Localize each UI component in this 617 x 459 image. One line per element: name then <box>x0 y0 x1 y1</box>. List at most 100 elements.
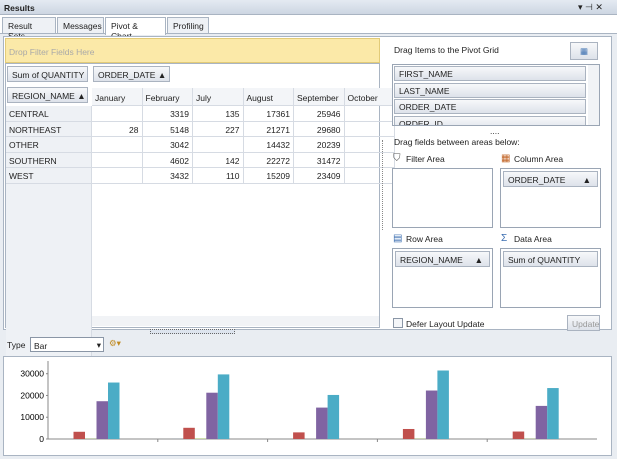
horizontal-scrollbar[interactable] <box>92 316 379 326</box>
type-combobox[interactable]: Bar▾ <box>30 337 104 352</box>
cell: 5148 <box>143 122 194 138</box>
row-header: WEST <box>6 168 92 184</box>
area-icon: Σ <box>501 233 507 244</box>
field-label: ORDER_DATE <box>98 70 155 80</box>
bar <box>218 374 230 439</box>
bar <box>74 432 86 439</box>
cell <box>345 137 396 153</box>
field-item[interactable]: LAST_NAME <box>394 83 586 98</box>
tab[interactable]: Pivot & Chart <box>105 17 166 35</box>
defer-checkbox[interactable] <box>393 318 403 328</box>
cell <box>92 137 143 153</box>
cell: 14432 <box>244 137 295 153</box>
layout-button[interactable]: ▦ <box>570 42 598 60</box>
areas-hint: Drag fields between areas below: <box>394 137 520 147</box>
field-list: FIRST_NAME LAST_NAMEORDER_DATE ORDER_ID <box>392 64 600 126</box>
tab[interactable]: Result Sets <box>2 17 56 33</box>
column-header: July <box>193 88 244 106</box>
row-header: CENTRAL <box>6 106 92 122</box>
resize-grip[interactable]: .... <box>490 126 499 136</box>
row-header: OTHER <box>6 137 92 153</box>
area-field[interactable]: Sum of QUANTITY <box>503 251 598 267</box>
area-title: Row Area <box>406 234 443 244</box>
cell: 4602 <box>143 153 194 169</box>
scrollbar <box>588 65 599 125</box>
area-title: Column Area <box>514 154 563 164</box>
column-header: October <box>345 88 396 106</box>
row-field-button[interactable]: REGION_NAME ▲ <box>7 87 88 103</box>
field-item[interactable]: ORDER_ID <box>394 116 586 127</box>
y-tick-label: 20000 <box>20 390 44 400</box>
bar <box>328 395 340 439</box>
area-icon: ▤ <box>393 233 402 244</box>
chart-splitter[interactable] <box>150 329 235 334</box>
window-title: Results <box>4 3 35 13</box>
y-tick-label: 30000 <box>20 369 44 379</box>
bar <box>536 406 548 439</box>
filter-drop-zone[interactable]: Drop Filter Fields Here <box>5 38 380 63</box>
field-label: REGION_NAME <box>400 255 463 265</box>
cell <box>92 153 143 169</box>
bar <box>513 432 525 439</box>
bar <box>293 432 305 439</box>
cell <box>193 137 244 153</box>
tab[interactable]: Profiling <box>167 17 209 33</box>
bar <box>403 429 415 439</box>
cell: 31472 <box>294 153 345 169</box>
column-field-button[interactable]: ORDER_DATE ▲ <box>93 66 170 82</box>
title-bar: Results ▾ ⊣ ✕ <box>0 0 617 15</box>
cell: 142 <box>193 153 244 169</box>
cell: 21271 <box>244 122 295 138</box>
cell: 17361 <box>244 106 295 122</box>
area-icon: ⛉ <box>393 153 401 164</box>
area-field[interactable]: ORDER_DATE▲ <box>503 171 598 187</box>
cell: 3319 <box>143 106 194 122</box>
cell <box>345 168 396 184</box>
update-button[interactable]: Update <box>567 315 600 331</box>
row-header-filler <box>6 184 92 384</box>
bar <box>206 393 218 439</box>
type-value: Bar <box>34 341 47 351</box>
column-header: August <box>244 88 295 106</box>
area-title: Filter Area <box>406 154 445 164</box>
cell: 15209 <box>244 168 295 184</box>
row-header: SOUTHERN <box>6 153 92 169</box>
field-item[interactable]: ORDER_DATE <box>394 99 586 114</box>
y-tick-label: 10000 <box>20 412 44 422</box>
bar <box>183 428 195 439</box>
area-field[interactable]: REGION_NAME▲ <box>395 251 490 267</box>
defer-label: Defer Layout Update <box>406 319 484 329</box>
cell <box>92 106 143 122</box>
cell <box>345 106 396 122</box>
column-header: September <box>294 88 345 106</box>
cell: 22272 <box>244 153 295 169</box>
cell <box>345 122 396 138</box>
bar <box>547 388 559 439</box>
area-box: ORDER_DATE▲ <box>500 168 601 228</box>
cell: 20239 <box>294 137 345 153</box>
column-header: February <box>143 88 194 106</box>
cell: 28 <box>92 122 143 138</box>
data-field-button[interactable]: Sum of QUANTITY <box>7 66 88 82</box>
tab[interactable]: Messages <box>57 17 104 33</box>
splitter[interactable] <box>382 140 386 230</box>
bar <box>316 408 328 439</box>
cell <box>345 153 396 169</box>
tab-strip: Result SetsMessagesPivot & ChartProfilin… <box>0 15 617 34</box>
field-label: REGION_NAME <box>12 91 75 101</box>
window-controls[interactable]: ▾ ⊣ ✕ <box>578 2 614 13</box>
y-tick-label: 0 <box>39 434 44 444</box>
cell: 29680 <box>294 122 345 138</box>
cell <box>92 168 143 184</box>
cell: 227 <box>193 122 244 138</box>
area-box: REGION_NAME▲ <box>392 248 493 308</box>
cell: 135 <box>193 106 244 122</box>
bar <box>437 371 449 439</box>
type-label: Type <box>7 340 25 350</box>
column-header: January <box>92 88 143 106</box>
cell: 3432 <box>143 168 194 184</box>
cell: 3042 <box>143 137 194 153</box>
chart-options-button[interactable]: ⚙▾ <box>109 338 121 349</box>
field-item[interactable]: FIRST_NAME <box>394 66 586 81</box>
area-box <box>392 168 493 228</box>
